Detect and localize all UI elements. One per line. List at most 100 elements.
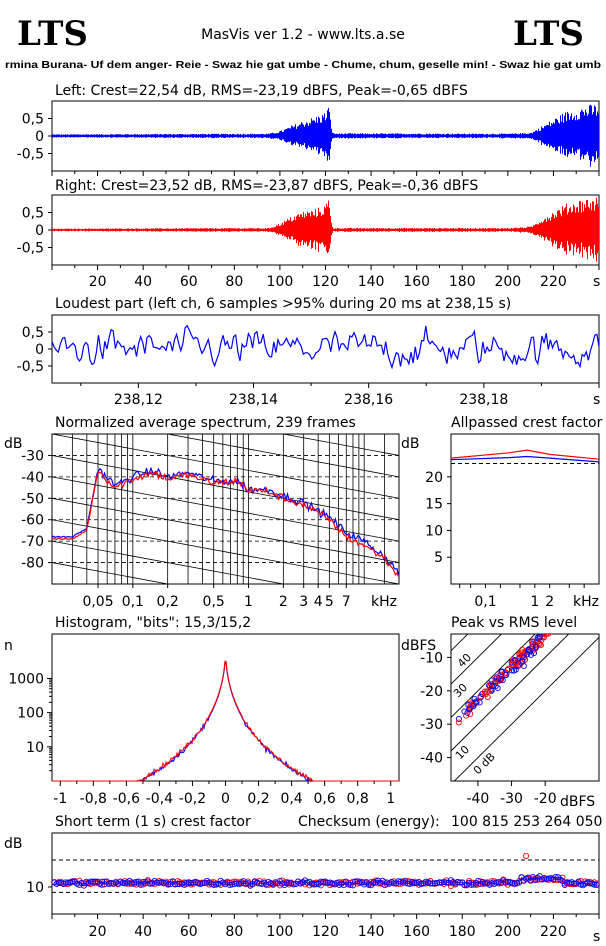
short-term-frame bbox=[51, 832, 600, 915]
spectrum-xtick-label: 1 bbox=[244, 594, 253, 610]
peak-rms-point bbox=[545, 634, 552, 637]
spectrum-ytick-label: -70 bbox=[21, 534, 44, 550]
spectrum-slope-line bbox=[52, 497, 399, 563]
spectrum-slope-line bbox=[52, 627, 399, 691]
short-term-crest-title: Short term (1 s) crest factor bbox=[55, 814, 251, 830]
short-term-line-left bbox=[54, 875, 597, 887]
crest-xunit: kHz bbox=[573, 594, 599, 610]
short-term-point-left bbox=[290, 881, 297, 888]
peak-rms-xunit: dBFS bbox=[560, 794, 595, 810]
spectrum-slope-line bbox=[52, 434, 399, 499]
peak-rms-point bbox=[526, 647, 533, 654]
loudest-signal bbox=[51, 324, 600, 370]
peak-rms-point bbox=[568, 608, 573, 613]
short-term-point-left bbox=[190, 879, 197, 886]
spectrum-xtick-label: 5 bbox=[325, 594, 334, 610]
peak-rms-point bbox=[561, 603, 566, 608]
crest-xtick-label: 1 bbox=[530, 594, 539, 610]
loudest-xtick-label: 238,14 bbox=[229, 392, 278, 408]
peak-rms-point bbox=[588, 584, 593, 589]
plots-layer: 0,50-0,50,50-0,520 40 60 80 100 120 140 160 180 2… bbox=[8, 100, 600, 940]
spectrum-slope-line bbox=[52, 562, 170, 584]
loudest-frame bbox=[51, 314, 600, 384]
peak-rms-point bbox=[467, 703, 474, 710]
spectrum-slope-line bbox=[52, 455, 399, 521]
peak-rms-ylabel: dBFS bbox=[401, 638, 436, 654]
histogram-ytick-label: 1000 bbox=[8, 671, 44, 687]
checksum-value: 100 815 253 264 050 bbox=[451, 814, 602, 830]
crest-ytick-label: 10 bbox=[425, 523, 443, 539]
right-waveform-xtick-label: 140 bbox=[358, 274, 385, 290]
histogram-xtick-label: -0,6 bbox=[113, 791, 140, 807]
peak-rms-point bbox=[463, 712, 470, 719]
logo-left: LTS bbox=[17, 14, 88, 54]
histogram-series-left bbox=[52, 661, 399, 783]
peak-rms-ytick-label: -30 bbox=[420, 717, 443, 733]
peak-rms-point bbox=[532, 644, 539, 651]
histogram-frame bbox=[51, 633, 400, 782]
spectrum-slope-line bbox=[52, 648, 399, 712]
peak-rms-point bbox=[588, 585, 593, 590]
short-term-xtick-label: 80 bbox=[225, 924, 243, 940]
peak-rms-point bbox=[489, 683, 496, 690]
histogram-xtick-label: 0 bbox=[221, 791, 230, 807]
track-title: rmina Burana- Uf dem anger- Reie - Swaz … bbox=[5, 59, 601, 71]
spectrum-xtick-label: 0,5 bbox=[203, 594, 225, 610]
peak-rms-xtick-label: -20 bbox=[534, 791, 557, 807]
histogram-ytick-label: 10 bbox=[26, 740, 44, 756]
peak-rms-point bbox=[588, 585, 593, 590]
peak-rms-point bbox=[510, 667, 518, 674]
short-term-point-left bbox=[270, 880, 277, 887]
peak-rms-point bbox=[529, 638, 536, 645]
peak-rms-point bbox=[483, 689, 490, 696]
spectrum-slope-line bbox=[52, 691, 399, 755]
right-waveform-xtick-label: 160 bbox=[403, 274, 430, 290]
loudest-part-title: Loudest part (left ch, 6 samples >95% du… bbox=[55, 296, 511, 312]
histogram-xtick-label: -0,2 bbox=[179, 791, 206, 807]
short-term-point-left bbox=[593, 881, 600, 889]
peak-rms-point bbox=[477, 693, 484, 700]
peak-rms-point bbox=[549, 634, 554, 635]
short-term-xtick-label: 140 bbox=[358, 924, 385, 940]
crest-ytick-label: 15 bbox=[425, 497, 443, 513]
peak-rms-point bbox=[466, 706, 473, 713]
spectrum-slope-line bbox=[281, 434, 399, 456]
right-waveform-xtick-label: 220 bbox=[540, 274, 567, 290]
loudest-xunit: s bbox=[593, 392, 600, 408]
short-term-xtick-label: 220 bbox=[540, 924, 567, 940]
loudest-xtick-label: 238,18 bbox=[459, 392, 508, 408]
peak-rms-diagonal bbox=[451, 634, 570, 752]
short-term-point-left bbox=[591, 881, 598, 888]
histogram-title: Histogram, "bits": 15,3/15,2 bbox=[55, 615, 251, 631]
right-waveform-xtick-label: 80 bbox=[225, 274, 243, 290]
peak-rms-point bbox=[505, 665, 512, 672]
spectrum-ytick-label: -80 bbox=[21, 556, 44, 572]
short-term-point-left bbox=[172, 881, 179, 888]
crest-ylabel: dB bbox=[401, 436, 420, 452]
short-term-ylabel: dB bbox=[4, 836, 23, 852]
peak-rms-point bbox=[567, 605, 572, 610]
peak-rms-point bbox=[464, 709, 471, 716]
spectrum-xtick-label: 2 bbox=[279, 594, 288, 610]
peak-rms-diagonal-label: 40 bbox=[455, 651, 474, 670]
short-term-xtick-label: 20 bbox=[89, 924, 107, 940]
histogram-xtick-label: 1 bbox=[386, 791, 395, 807]
short-term-point-left bbox=[311, 881, 318, 888]
right-waveform-xtick-label: 120 bbox=[312, 274, 339, 290]
short-term-point-left bbox=[156, 879, 163, 886]
loudest-ytick-label: 0,5 bbox=[22, 325, 44, 341]
short-term-xtick-label: 120 bbox=[312, 924, 339, 940]
peak-rms-point bbox=[587, 583, 592, 588]
peak-rms-ytick-label: -20 bbox=[420, 684, 443, 700]
short-term-xtick-label: 100 bbox=[267, 924, 294, 940]
short-term-point-left bbox=[254, 879, 261, 887]
peak-rms-point bbox=[588, 585, 593, 590]
loudest-xtick-label: 238,12 bbox=[114, 392, 163, 408]
peak-rms-point bbox=[588, 587, 593, 592]
left-waveform-ytick-label: 0 bbox=[35, 129, 44, 145]
peak-rms-point bbox=[564, 607, 569, 612]
right-waveform-xtick-label: 60 bbox=[180, 274, 198, 290]
crest-frame bbox=[450, 433, 600, 585]
peak-rms-xtick-label: -30 bbox=[500, 791, 523, 807]
